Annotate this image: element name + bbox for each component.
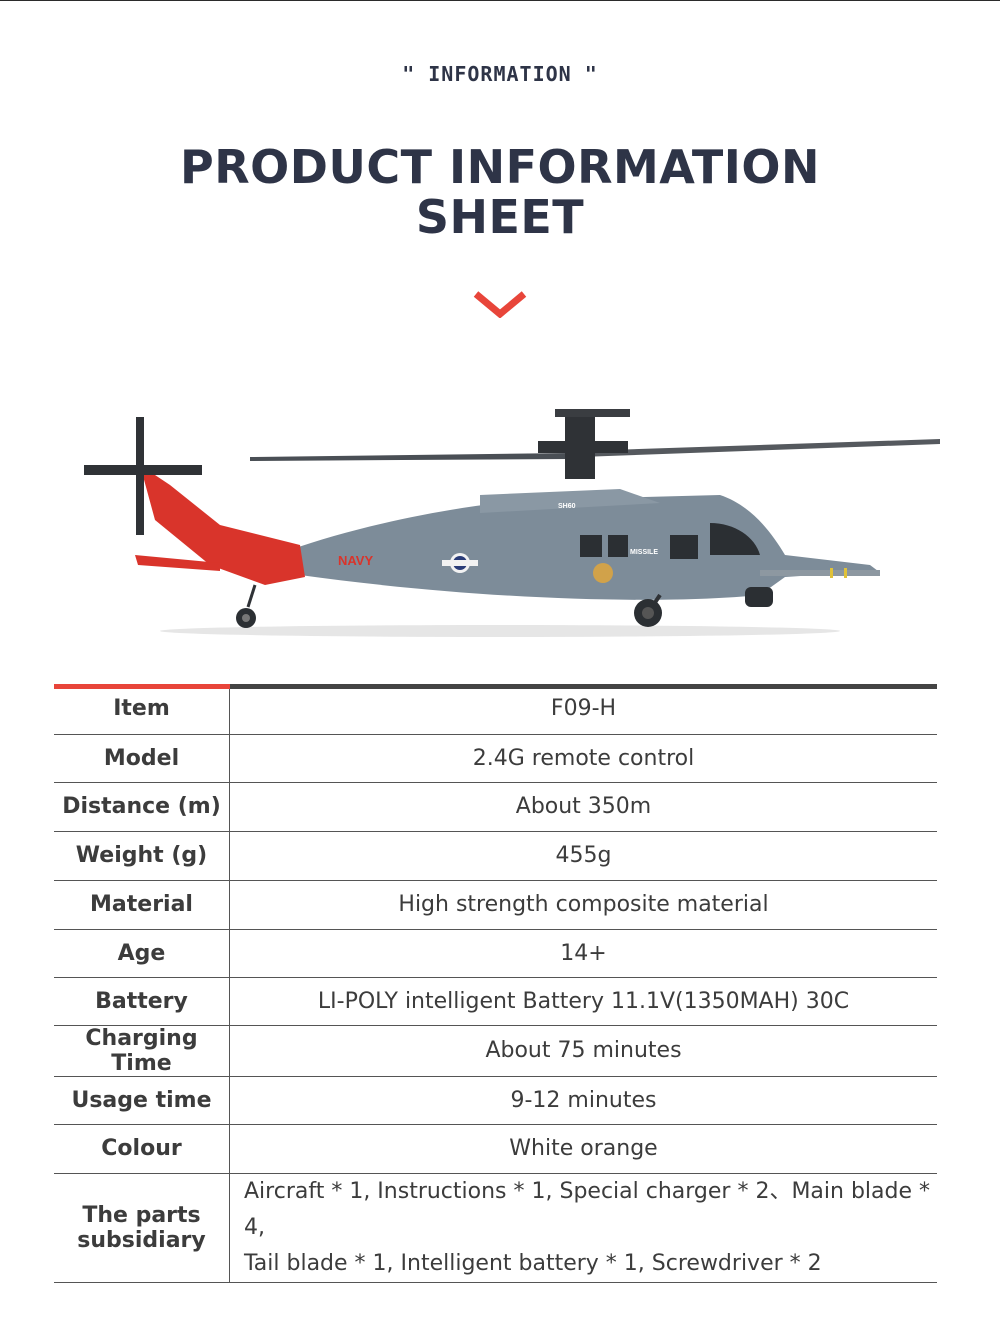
- helicopter-image: NAVY SH60 MISSILE: [84, 409, 940, 637]
- spec-label: Charging Time: [54, 1025, 230, 1077]
- spec-value: White orange: [229, 1124, 937, 1174]
- top-rule: [0, 0, 1000, 1]
- spec-label: Material: [54, 880, 230, 930]
- spec-table: Item F09-H Model 2.4G remote control Distanc…: [54, 684, 937, 1283]
- table-row-parts: The parts subsidiary Aircraft * 1, Instruc…: [54, 1173, 937, 1283]
- table-row: Age 14+: [54, 929, 937, 978]
- spec-value: LI-POLY intelligent Battery 11.1V(1350MA…: [229, 977, 937, 1026]
- model-marking: SH60: [558, 503, 576, 510]
- spec-label: Age: [54, 929, 230, 978]
- spec-label: Colour: [54, 1124, 230, 1174]
- table-row: Charging Time About 75 minutes: [54, 1025, 937, 1077]
- spec-value: High strength composite material: [229, 880, 937, 930]
- table-row: Usage time 9-12 minutes: [54, 1076, 937, 1125]
- title-line-2: SHEET: [415, 190, 585, 244]
- table-row: Battery LI-POLY intelligent Battery 11.1V…: [54, 977, 937, 1026]
- parts-line-1: Aircraft * 1, Instructions * 1, Special …: [244, 1178, 931, 1240]
- spec-label: Distance (m): [54, 782, 230, 832]
- navy-marking: NAVY: [338, 553, 373, 568]
- spec-value: 455g: [229, 831, 937, 881]
- table-row: Model 2.4G remote control: [54, 734, 937, 783]
- table-header-accent-bar: [54, 684, 230, 689]
- parts-line-2: Tail blade * 1, Intelligent battery * 1,…: [244, 1250, 822, 1276]
- spec-value: F09-H: [229, 684, 937, 735]
- table-row: Item F09-H: [54, 684, 937, 735]
- spec-label: Model: [54, 734, 230, 783]
- parts-label-line-2: subsidiary: [77, 1227, 206, 1253]
- page-title: PRODUCT INFORMATION SHEET: [0, 142, 1000, 242]
- spec-value: 9-12 minutes: [229, 1076, 937, 1125]
- spec-label: Weight (g): [54, 831, 230, 881]
- parts-label: The parts subsidiary: [54, 1173, 230, 1283]
- spec-label: Battery: [54, 977, 230, 1026]
- table-row: Material High strength composite material: [54, 880, 937, 930]
- spec-value: About 350m: [229, 782, 937, 832]
- table-row: Colour White orange: [54, 1124, 937, 1174]
- parts-value: Aircraft * 1, Instructions * 1, Special …: [229, 1173, 937, 1283]
- spec-value: 2.4G remote control: [229, 734, 937, 783]
- section-kicker: " INFORMATION ": [402, 62, 598, 86]
- spec-label: Item: [54, 684, 230, 735]
- spec-label: Usage time: [54, 1076, 230, 1125]
- table-row: Distance (m) About 350m: [54, 782, 937, 832]
- missile-marking: MISSILE: [630, 549, 658, 556]
- table-header-bar: [230, 684, 937, 689]
- chevron-down-icon: [473, 291, 527, 318]
- parts-label-line-1: The parts: [82, 1202, 201, 1228]
- title-line-1: PRODUCT INFORMATION: [180, 140, 820, 194]
- spec-value: 14+: [229, 929, 937, 978]
- table-row: Weight (g) 455g: [54, 831, 937, 881]
- spec-value: About 75 minutes: [229, 1025, 937, 1077]
